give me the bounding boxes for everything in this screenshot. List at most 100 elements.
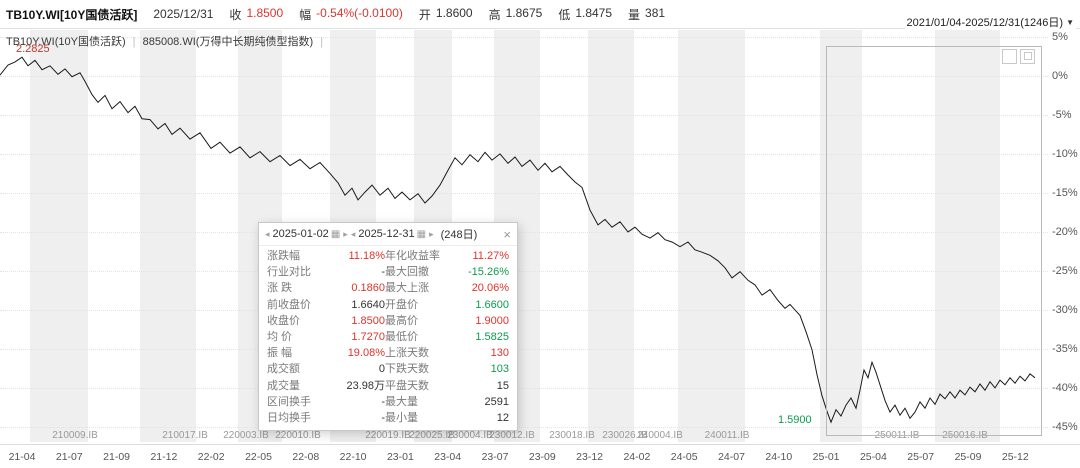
selection-rectangle[interactable] (826, 46, 1042, 436)
price-line-chart (0, 56, 1036, 424)
symbol-title[interactable]: TB10Y.WI[10Y国债活跃] (6, 7, 138, 22)
y-axis-label: -25% (1052, 265, 1078, 277)
stat-value: -15.26% (468, 266, 509, 279)
stat-label: 区间换手 (267, 395, 311, 408)
prev-end-date-button[interactable]: ◂ (350, 228, 356, 239)
h-gridline (0, 271, 1048, 272)
stat-label: 前收盘价 (267, 298, 311, 311)
price-line (0, 56, 1036, 424)
stat-label: 成交量 (267, 379, 300, 392)
y-axis-label: -30% (1052, 304, 1078, 316)
stat-label: 下跌天数 (385, 363, 429, 376)
contract-label: 240011.IB (704, 430, 750, 441)
stat-label: 行业对比 (267, 266, 311, 279)
stat-label: 振 幅 (267, 347, 293, 360)
quote-field-label: 幅 (299, 7, 312, 22)
chart-area[interactable]: TB10Y.WI(10Y国债活跃) | 885008.WI(万得中长期纯债型指数… (0, 28, 1080, 444)
quote-field: 量 381 (628, 6, 665, 23)
x-axis-label: 23-12 (576, 451, 604, 463)
stat-value: 23.98万 (346, 379, 385, 392)
stat-value: 0.1860 (351, 282, 385, 295)
stat-value: 1.8500 (351, 314, 385, 327)
stat-value: 19.08% (347, 347, 385, 360)
legend-separator: | (320, 36, 324, 48)
x-axis-label: 25-07 (907, 451, 935, 463)
stats-row: 区间换手 - 最大量 2591 (267, 394, 509, 410)
y-axis-label: 5% (1052, 31, 1068, 43)
x-axis-label: 22-05 (245, 451, 272, 463)
h-gridline (0, 154, 1048, 155)
h-gridline (0, 388, 1048, 389)
contract-label: 230004.IB (447, 430, 493, 441)
close-icon[interactable]: × (503, 226, 511, 242)
period-days: (248日) (440, 229, 478, 241)
h-gridline (0, 427, 1048, 428)
stat-label: 成交额 (267, 363, 300, 376)
stat-value: - (381, 395, 385, 408)
screenshot-icon[interactable] (1002, 49, 1017, 64)
x-axis-label: 23-04 (434, 451, 462, 463)
prev-start-date-button[interactable]: ◂ (265, 228, 270, 239)
date-range-selector[interactable]: 2021/01/04-2025/12/31(1246日) ▼ (904, 14, 1076, 30)
stats-panel-header: ◂ 2025-01-02 ▦ ▸ ◂ 2025-12-31 ▦ ▸ (248日)… (259, 223, 517, 246)
stat-label: 平盘天数 (385, 379, 429, 392)
stat-label: 最高价 (385, 314, 418, 327)
h-gridline (0, 193, 1048, 194)
quote-field: 幅 -0.54%(-0.0100) (299, 6, 403, 23)
quote-field-label: 收 (229, 7, 242, 22)
contract-label: 230026.IB (602, 430, 648, 441)
period-high-label: 2.2825 (16, 43, 50, 55)
quote-field-value: 1.8675 (505, 5, 543, 20)
stat-label: 收盘价 (267, 314, 300, 327)
stat-label: 最大回撤 (385, 266, 429, 279)
stat-label: 最大上涨 (385, 282, 429, 295)
stat-value: 11.27% (472, 250, 510, 262)
stat-value: 1.5825 (475, 331, 509, 344)
x-axis-label: 21-12 (150, 451, 178, 463)
chevron-down-icon: ▼ (1066, 17, 1074, 27)
start-date-picker[interactable]: 2025-01-02 ▦ (273, 228, 341, 240)
next-end-date-button[interactable]: ▸ (429, 228, 434, 239)
x-axis-label: 25-04 (859, 451, 887, 463)
stat-value: - (381, 412, 385, 425)
chart-legend: TB10Y.WI(10Y国债活跃) | 885008.WI(万得中长期纯债型指数… (6, 33, 327, 49)
stat-value: 1.6600 (475, 298, 509, 311)
h-gridline (0, 232, 1048, 233)
contract-label: 220010.IB (275, 430, 321, 441)
h-gridline (0, 349, 1048, 350)
contract-period-band (935, 30, 1000, 442)
zoom-region-icon[interactable] (1020, 49, 1035, 64)
stat-value: 1.6640 (351, 298, 385, 311)
stat-value: 11.18% (348, 250, 386, 262)
x-axis-label: 23-01 (386, 451, 414, 463)
x-axis-label: 23-07 (481, 451, 509, 463)
quote-bar: TB10Y.WI[10Y国债活跃] 2025/12/31 收 1.8500 幅 -0.… (0, 0, 1080, 29)
period-low-label: 1.5900 (778, 414, 812, 426)
next-start-date-button[interactable]: ▸ (343, 228, 348, 239)
quote-field: 收 1.8500 (229, 6, 283, 23)
stat-label: 开盘价 (385, 298, 418, 311)
quote-fields: 收 1.8500 幅 -0.54%(-0.0100) 开 1.8600 高 1.8675 低 1.… (229, 6, 665, 23)
quote-field-value: 381 (645, 5, 666, 20)
x-axis-label: 21-09 (103, 451, 131, 463)
quote-field-label: 低 (558, 7, 571, 22)
start-date: 2025-01-02 (272, 228, 329, 240)
end-date-picker[interactable]: 2025-12-31 ▦ (358, 228, 426, 240)
y-axis-label: -35% (1052, 343, 1078, 355)
stats-row: 涨跌幅 11.18% 年化收益率 11.27% (267, 248, 509, 264)
quote-field: 低 1.8475 (558, 6, 612, 23)
legend-separator: | (132, 36, 136, 48)
y-axis-label: -40% (1052, 382, 1078, 394)
quote-field-value: 1.8600 (435, 5, 473, 20)
stat-label: 日均换手 (267, 412, 311, 425)
stat-label: 最大量 (385, 395, 418, 408)
stats-panel: ◂ 2025-01-02 ▦ ▸ ◂ 2025-12-31 ▦ ▸ (248日)… (258, 222, 518, 432)
stat-value: 12 (496, 412, 509, 425)
legend-series-2[interactable]: 885008.WI(万得中长期纯债型指数) (142, 36, 314, 48)
stats-row: 收盘价 1.8500 最高价 1.9000 (267, 313, 509, 329)
quote-field: 高 1.8675 (489, 6, 543, 23)
stat-value: - (381, 266, 385, 279)
x-axis-label: 25-01 (812, 451, 840, 463)
legend-series-1[interactable]: TB10Y.WI(10Y国债活跃) (6, 36, 126, 48)
